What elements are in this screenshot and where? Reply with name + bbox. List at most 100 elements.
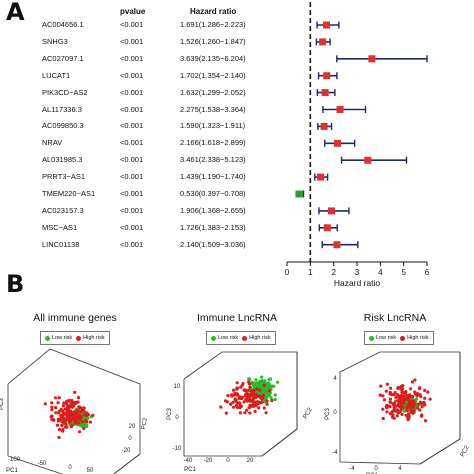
data-point (251, 397, 255, 401)
hazard-point (317, 173, 325, 181)
data-point (248, 377, 252, 381)
tick-label: 20 (129, 424, 136, 430)
data-point (392, 402, 396, 406)
data-point (72, 418, 76, 422)
legend: Low risk High risk (40, 331, 110, 345)
tick-label: -20 (122, 448, 131, 454)
data-point (423, 396, 427, 400)
data-point (396, 386, 400, 390)
data-point (385, 382, 389, 386)
pvalue-cell: <0.001 (120, 239, 144, 249)
tick-label: 4 (398, 466, 402, 472)
tick-label: -10 (173, 446, 182, 452)
data-point (248, 397, 252, 401)
data-point (84, 414, 88, 418)
data-point (80, 420, 85, 424)
data-point (395, 408, 399, 412)
gene-label: AL031985.3 (42, 155, 83, 165)
data-point (79, 409, 83, 413)
data-point (399, 405, 403, 409)
tick-label: -20 (204, 458, 213, 464)
data-point (65, 405, 70, 410)
low-risk-dot-icon (45, 335, 50, 341)
data-point (381, 394, 385, 398)
tick-label: 0 (374, 466, 378, 472)
pvalue-header: pvalue (120, 7, 146, 16)
x-tick-label: 2 (331, 268, 336, 277)
data-point (416, 402, 420, 406)
pca-plot: PC1 PC2 PC3 -40 -20 0 20 10 0 -10 (167, 351, 312, 473)
x-tick-label: 6 (425, 268, 430, 277)
data-point (62, 401, 66, 405)
data-point (379, 384, 383, 388)
data-point (67, 398, 71, 402)
data-point (57, 396, 61, 400)
hazard-point (364, 156, 372, 164)
data-point (265, 402, 269, 406)
data-point (50, 405, 54, 409)
hazard-point (327, 207, 335, 215)
x-tick-label: 0 (285, 268, 290, 277)
hazard-ratio-cell: 2.166(1.618−2.899) (180, 138, 246, 148)
data-point (416, 406, 420, 410)
data-point (392, 392, 396, 397)
pc2-label: PC2 (303, 406, 312, 420)
pc3-label: PC3 (325, 408, 331, 420)
pvalue-cell: <0.001 (120, 104, 144, 114)
pc3-label: PC3 (167, 408, 173, 420)
pvalue-cell: <0.001 (120, 70, 144, 80)
hazard-point (320, 122, 328, 130)
data-point (426, 390, 430, 394)
data-point (239, 397, 244, 401)
data-point (262, 406, 266, 410)
data-point (74, 401, 78, 405)
pvalue-cell: <0.001 (120, 205, 144, 215)
tick-label: -100 (8, 457, 21, 463)
data-point (247, 393, 251, 397)
data-point (225, 400, 229, 404)
data-point (53, 396, 58, 400)
pvalue-cell: <0.001 (120, 36, 144, 46)
hazard-ratio-cell: 1.691(1.286−2.223) (180, 20, 246, 29)
data-point (70, 398, 74, 402)
gene-label: AC027097.1 (42, 53, 84, 63)
data-point (73, 390, 77, 394)
data-point (234, 403, 239, 408)
cube-edges (183, 352, 298, 457)
data-point (68, 419, 72, 423)
data-point (68, 405, 72, 409)
data-point (248, 411, 252, 415)
gene-label: TMEM220−AS1 (42, 189, 96, 198)
pvalue-cell: <0.001 (120, 53, 144, 63)
data-point (255, 402, 260, 406)
data-point (82, 426, 86, 431)
hazard-ratio-cell: 3.639(2.135−6.204) (180, 53, 246, 63)
tick-label: 4 (333, 376, 337, 382)
data-point (71, 412, 75, 416)
pvalue-cell: <0.001 (120, 189, 144, 198)
data-point (61, 427, 65, 432)
data-point (238, 406, 242, 410)
pvalue-cell: <0.001 (120, 87, 144, 97)
pvalue-cell: <0.001 (120, 20, 144, 29)
pca-risk-lncrna: Risk LncRNA Low risk High risk PC1PC2PC3… (320, 300, 470, 474)
x-tick-label: 3 (355, 268, 360, 277)
data-point (413, 390, 417, 394)
gene-label: MSC−AS1 (42, 222, 78, 232)
data-point (392, 409, 396, 413)
x-tick-label: 4 (378, 268, 383, 277)
hazard-point (323, 72, 331, 80)
tick-label: 10 (174, 384, 181, 390)
tick-label: -40 (184, 458, 193, 464)
tick-label: 0 (226, 458, 230, 464)
data-point (272, 384, 276, 388)
data-point (254, 378, 258, 382)
legend-high: High risk (249, 335, 271, 341)
hazard-ratio-cell: 2.140(1.509−3.036) (180, 239, 246, 249)
hazard-point (321, 89, 329, 97)
tick-label: -50 (38, 461, 47, 467)
data-point (418, 408, 422, 412)
x-tick-label: 1 (308, 268, 313, 277)
hazard-point (368, 55, 376, 63)
cube-edges (7, 384, 141, 474)
